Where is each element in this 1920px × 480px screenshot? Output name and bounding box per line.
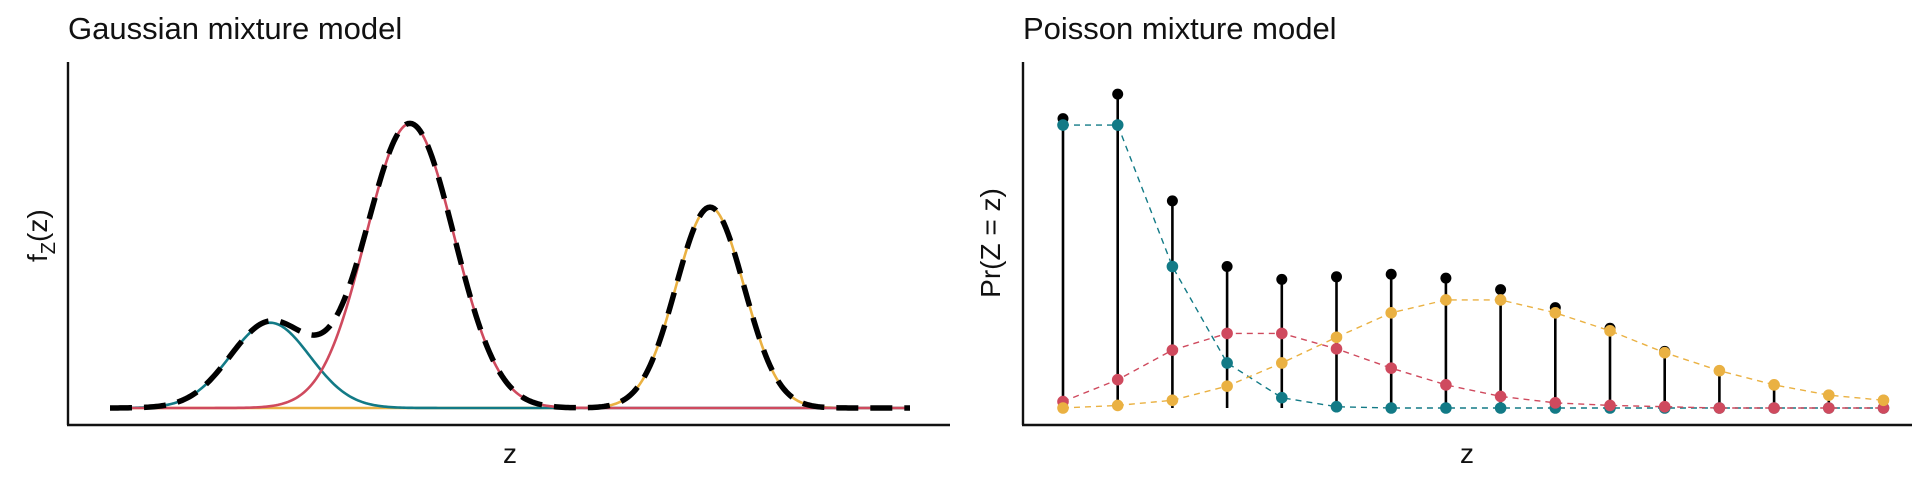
poisson-point-red — [1823, 402, 1835, 414]
poisson-point-orange — [1549, 307, 1562, 319]
poisson-point-orange — [1877, 394, 1890, 407]
gaussian-panel: Gaussian mixture model z fZ(z) — [22, 11, 950, 469]
poisson-point-teal — [1330, 400, 1343, 413]
poisson-point-orange — [1166, 394, 1179, 407]
poisson-title: Poisson mixture model — [1023, 11, 1337, 46]
poisson-line-orange — [1062, 299, 1884, 409]
poisson-point-teal — [1221, 357, 1233, 369]
poisson-total-point — [1166, 195, 1178, 207]
poisson-point-orange — [1658, 346, 1671, 359]
poisson-line-red — [1062, 332, 1884, 409]
gaussian-curves — [110, 120, 910, 411]
poisson-point-red — [1221, 327, 1233, 340]
gaussian-mixture-curve — [110, 120, 910, 411]
poisson-point-orange — [1713, 364, 1726, 377]
poisson-point-orange — [1330, 331, 1343, 344]
poisson-total-point — [1495, 284, 1507, 296]
poisson-total-point — [1331, 271, 1342, 283]
poisson-total-point — [1112, 88, 1124, 100]
poisson-point-red — [1658, 400, 1671, 413]
poisson-point-teal — [1111, 119, 1124, 131]
gaussian-component-orange — [110, 205, 910, 410]
gaussian-title: Gaussian mixture model — [68, 11, 402, 46]
poisson-marks — [1057, 88, 1890, 414]
poisson-total-point — [1276, 273, 1288, 285]
poisson-point-red — [1330, 343, 1343, 355]
poisson-point-teal — [1385, 402, 1397, 414]
poisson-point-red — [1111, 373, 1124, 386]
poisson-point-red — [1166, 344, 1179, 356]
poisson-point-orange — [1111, 399, 1124, 412]
poisson-point-red — [1385, 362, 1397, 374]
poisson-point-orange — [1768, 379, 1780, 391]
poisson-point-orange — [1057, 402, 1069, 414]
poisson-point-orange — [1276, 357, 1288, 369]
poisson-point-red — [1440, 379, 1452, 391]
poisson-y-label: Pr(Z = z) — [975, 188, 1006, 298]
poisson-x-label: z — [1460, 438, 1474, 469]
gaussian-y-label: fZ(z) — [22, 209, 60, 262]
poisson-point-orange — [1385, 307, 1397, 319]
poisson-total-point — [1440, 272, 1452, 284]
poisson-point-red — [1768, 402, 1780, 414]
poisson-point-teal — [1494, 402, 1507, 414]
poisson-point-red — [1713, 402, 1726, 414]
poisson-panel: Poisson mixture model z Pr(Z = z) — [975, 11, 1912, 469]
gaussian-x-label: z — [503, 438, 517, 469]
gaussian-component-red — [110, 122, 910, 410]
poisson-point-orange — [1823, 389, 1835, 401]
poisson-point-teal — [1276, 391, 1288, 404]
poisson-point-orange — [1440, 294, 1452, 306]
poisson-point-teal — [1057, 119, 1069, 131]
poisson-point-red — [1276, 327, 1288, 340]
poisson-total-point — [1385, 268, 1397, 280]
poisson-point-red — [1549, 397, 1562, 409]
poisson-point-teal — [1440, 402, 1452, 414]
poisson-line-teal — [1063, 124, 1884, 409]
poisson-point-teal — [1166, 260, 1179, 273]
poisson-point-orange — [1604, 325, 1616, 337]
poisson-point-red — [1494, 390, 1507, 403]
poisson-point-red — [1604, 399, 1616, 412]
poisson-total-point — [1221, 261, 1233, 273]
poisson-point-orange — [1494, 294, 1507, 306]
poisson-point-orange — [1221, 380, 1233, 392]
